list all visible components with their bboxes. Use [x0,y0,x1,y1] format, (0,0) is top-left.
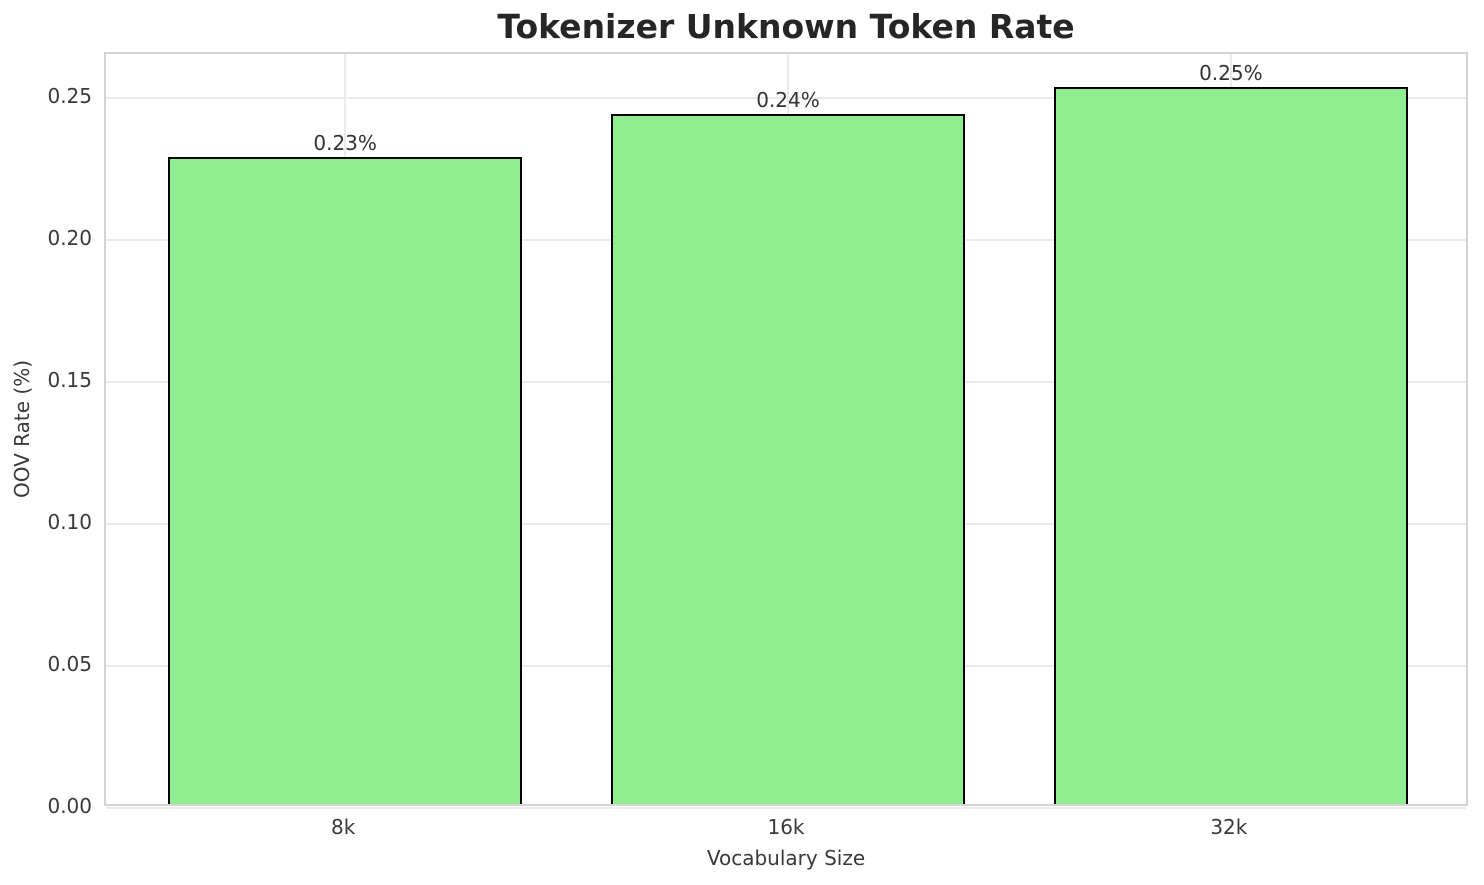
bar-16k [610,113,966,804]
x-axis-label: Vocabulary Size [706,846,866,870]
x-tick-label: 16k [767,815,805,839]
x-tick-label: 8k [330,815,356,839]
y-tick-label: 0.10 [47,510,92,534]
y-tick-label: 0.25 [47,84,92,109]
h-gridline [106,97,1466,100]
plot-area: 0.23% 0.24% 0.25% [104,52,1468,809]
bar-32k [1053,86,1408,804]
y-tick-label: 0.00 [47,794,92,818]
bar-value-label: 0.24% [756,87,820,112]
bar-label-layer: 0.23% 0.24% 0.25% [106,54,1466,804]
y-tick-label: 0.20 [47,226,92,250]
y-tick-label: 0.15 [47,368,92,392]
x-tick-label: 32k [1210,815,1248,839]
bar-value-label: 0.23% [313,131,377,156]
bar-8k [168,157,523,804]
chart-title: Tokenizer Unknown Token Rate [497,7,1075,46]
bar-value-label: 0.25% [1199,60,1263,85]
h-gridline [106,807,1466,809]
y-tick-label: 0.05 [47,652,92,676]
